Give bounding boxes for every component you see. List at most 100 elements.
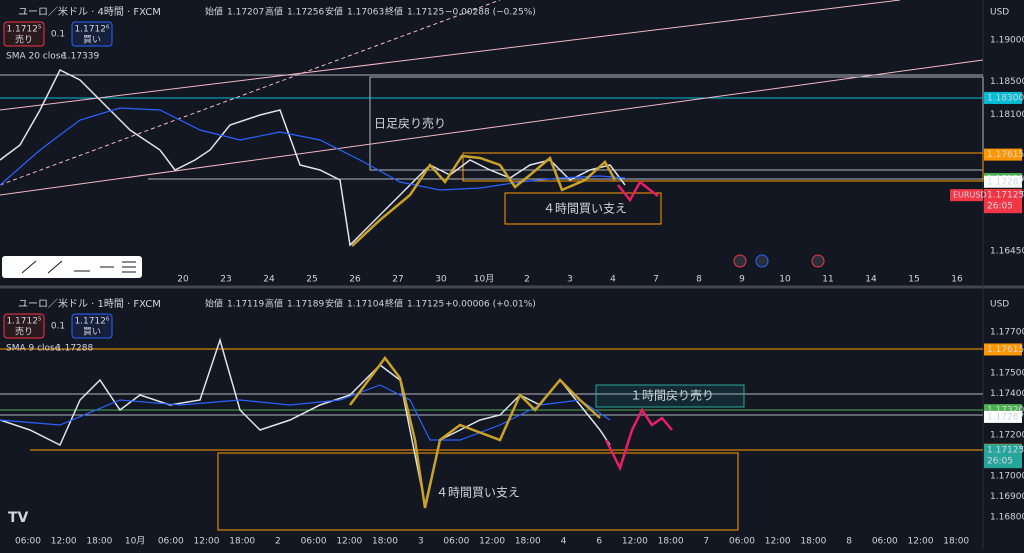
last-price: 1.17125 — [987, 191, 1024, 201]
price-change: +0.00006 (+0.01%) — [445, 300, 536, 310]
price-change: −0.00288 (−0.25%) — [445, 8, 536, 18]
price-tag-text: 1.17615 — [987, 150, 1024, 160]
time-label: 20 — [177, 275, 189, 285]
time-label: 06:00 — [15, 537, 41, 547]
hand-drawn-line — [351, 154, 617, 247]
time-label: 24 — [263, 275, 275, 285]
price-tag-text: 1.17320 — [987, 406, 1024, 416]
event-icon[interactable] — [755, 254, 769, 268]
time-label: 3 — [418, 537, 424, 547]
price-tick-label: 1.16800 — [990, 512, 1024, 522]
indicator-name: SMA 20 close — [6, 52, 66, 62]
price-tick-label: 1.16900 — [990, 492, 1024, 502]
last-price-tag — [984, 444, 1022, 469]
time-label: 18:00 — [229, 537, 255, 547]
trend-line — [0, 0, 901, 111]
price-tag-text: 1.17287 — [987, 177, 1024, 187]
time-label: 10月 — [474, 274, 494, 285]
price-tag — [984, 175, 1022, 188]
price-tag-text: 1.18300 — [987, 93, 1024, 103]
time-label: 4 — [561, 537, 567, 547]
last-price: 1.17125 — [987, 446, 1024, 456]
time-label: 18:00 — [658, 537, 684, 547]
time-label: 4 — [610, 275, 616, 285]
sell-button[interactable] — [3, 21, 45, 47]
ohlc-value: 1.17207 — [227, 8, 264, 18]
sell-label: 売り — [15, 326, 33, 338]
symbol-tag-text: EURUSD — [953, 191, 987, 200]
time-label: 2 — [524, 275, 530, 285]
trend-line — [0, 0, 501, 186]
time-label: 18:00 — [515, 537, 541, 547]
ohlc-label: 終値 — [385, 298, 403, 310]
time-label: 12:00 — [908, 537, 934, 547]
ohlc-value: 1.17256 — [287, 8, 324, 18]
forecast-line — [604, 407, 673, 472]
indicator-value: 1.17339 — [62, 52, 99, 62]
toolbar-icons — [21, 260, 136, 274]
drawing-toolbar[interactable] — [2, 256, 142, 278]
event-icon[interactable] — [733, 254, 747, 268]
price-tick-label: 1.17500 — [990, 369, 1024, 379]
ohlc-label: 始値 — [205, 298, 223, 310]
time-label: 15 — [908, 275, 919, 285]
buy-price: 1.1712⁶ — [74, 317, 109, 327]
time-label: 12:00 — [479, 537, 505, 547]
spread: 0.1 — [51, 322, 65, 332]
price-tick-label: 1.16450 — [990, 247, 1024, 257]
time-label: 26 — [349, 275, 361, 285]
zone — [462, 152, 984, 182]
currency: USD — [990, 300, 1009, 310]
price-tick-label: 1.17400 — [990, 389, 1024, 399]
trend-line — [0, 59, 984, 196]
ohlc-value: 1.17119 — [227, 300, 264, 310]
ohlc-label: 高値 — [265, 298, 283, 310]
spread: 0.1 — [51, 30, 65, 40]
currency: USD — [990, 8, 1009, 18]
time-label: 8 — [696, 275, 702, 285]
time-label: 12:00 — [51, 537, 77, 547]
top-drawings — [0, 0, 984, 278]
price-path — [0, 68, 626, 247]
ohlc-label: 終値 — [385, 6, 403, 18]
countdown: 26:05 — [987, 202, 1013, 212]
sma-line — [0, 107, 626, 191]
ohlc-value: 1.17189 — [287, 300, 324, 310]
time-label: 06:00 — [443, 537, 469, 547]
ohlc-value: 1.17063 — [347, 8, 384, 18]
zone — [217, 452, 739, 531]
bottom-drawings: TV — [0, 337, 983, 531]
time-label: 27 — [392, 275, 403, 285]
sell-button[interactable] — [3, 313, 45, 339]
buy-button[interactable] — [71, 21, 113, 47]
time-label: 14 — [865, 275, 877, 285]
time-label: 06:00 — [872, 537, 898, 547]
time-label: 6 — [596, 537, 602, 547]
price-tick-label: 1.17700 — [990, 328, 1024, 338]
price-tag — [984, 410, 1022, 423]
sell-price: 1.1712⁵ — [6, 25, 41, 35]
annotation: 日足戻り売り — [374, 116, 446, 131]
time-label: 12:00 — [765, 537, 791, 547]
ohlc-label: 高値 — [265, 6, 283, 18]
buy-button[interactable] — [71, 313, 113, 339]
price-path — [0, 337, 611, 506]
zone — [369, 76, 984, 171]
ohlc-value: 1.17125 — [407, 300, 444, 310]
time-label: 18:00 — [943, 537, 969, 547]
zone — [504, 192, 662, 225]
price-tick-label: 1.19000 — [990, 36, 1024, 46]
time-label: 10月 — [125, 536, 145, 547]
symbol-tag — [950, 189, 983, 202]
annotation: １時間戻り売り — [630, 388, 714, 403]
event-icon[interactable] — [811, 254, 825, 268]
time-label: 25 — [306, 275, 317, 285]
countdown: 26:05 — [987, 457, 1013, 467]
time-label: 7 — [653, 275, 659, 285]
time-label: 12:00 — [194, 537, 220, 547]
time-label: 3 — [567, 275, 573, 285]
annotation: ４時間買い支え — [543, 202, 627, 216]
time-label: 23 — [220, 275, 231, 285]
